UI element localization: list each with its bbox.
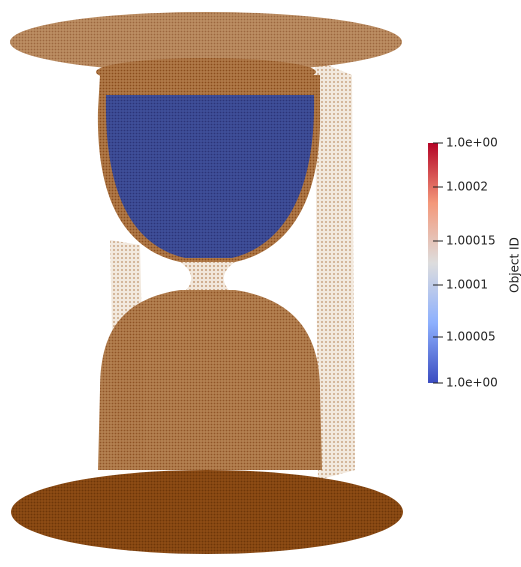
hourglass: [10, 12, 403, 554]
bottom-glass: [98, 290, 322, 470]
colorbar-label: 1.00005: [446, 330, 496, 344]
colorbar-label: 1.0001: [446, 278, 488, 292]
colorbar-gradient: [428, 143, 438, 383]
pillar: [315, 60, 355, 480]
colorbar-label: 1.0e+00: [446, 136, 498, 150]
neck: [180, 262, 235, 295]
blue-sand: [105, 95, 315, 258]
colorbar: [428, 143, 438, 383]
colorbar-label: 1.0e+00: [446, 376, 498, 390]
top-base: [10, 12, 402, 72]
colorbar-title: Object ID: [508, 237, 521, 293]
colorbar-label: 1.00015: [446, 234, 496, 248]
bottom-base: [11, 470, 403, 554]
colorbar-label: 1.0002: [446, 180, 488, 194]
